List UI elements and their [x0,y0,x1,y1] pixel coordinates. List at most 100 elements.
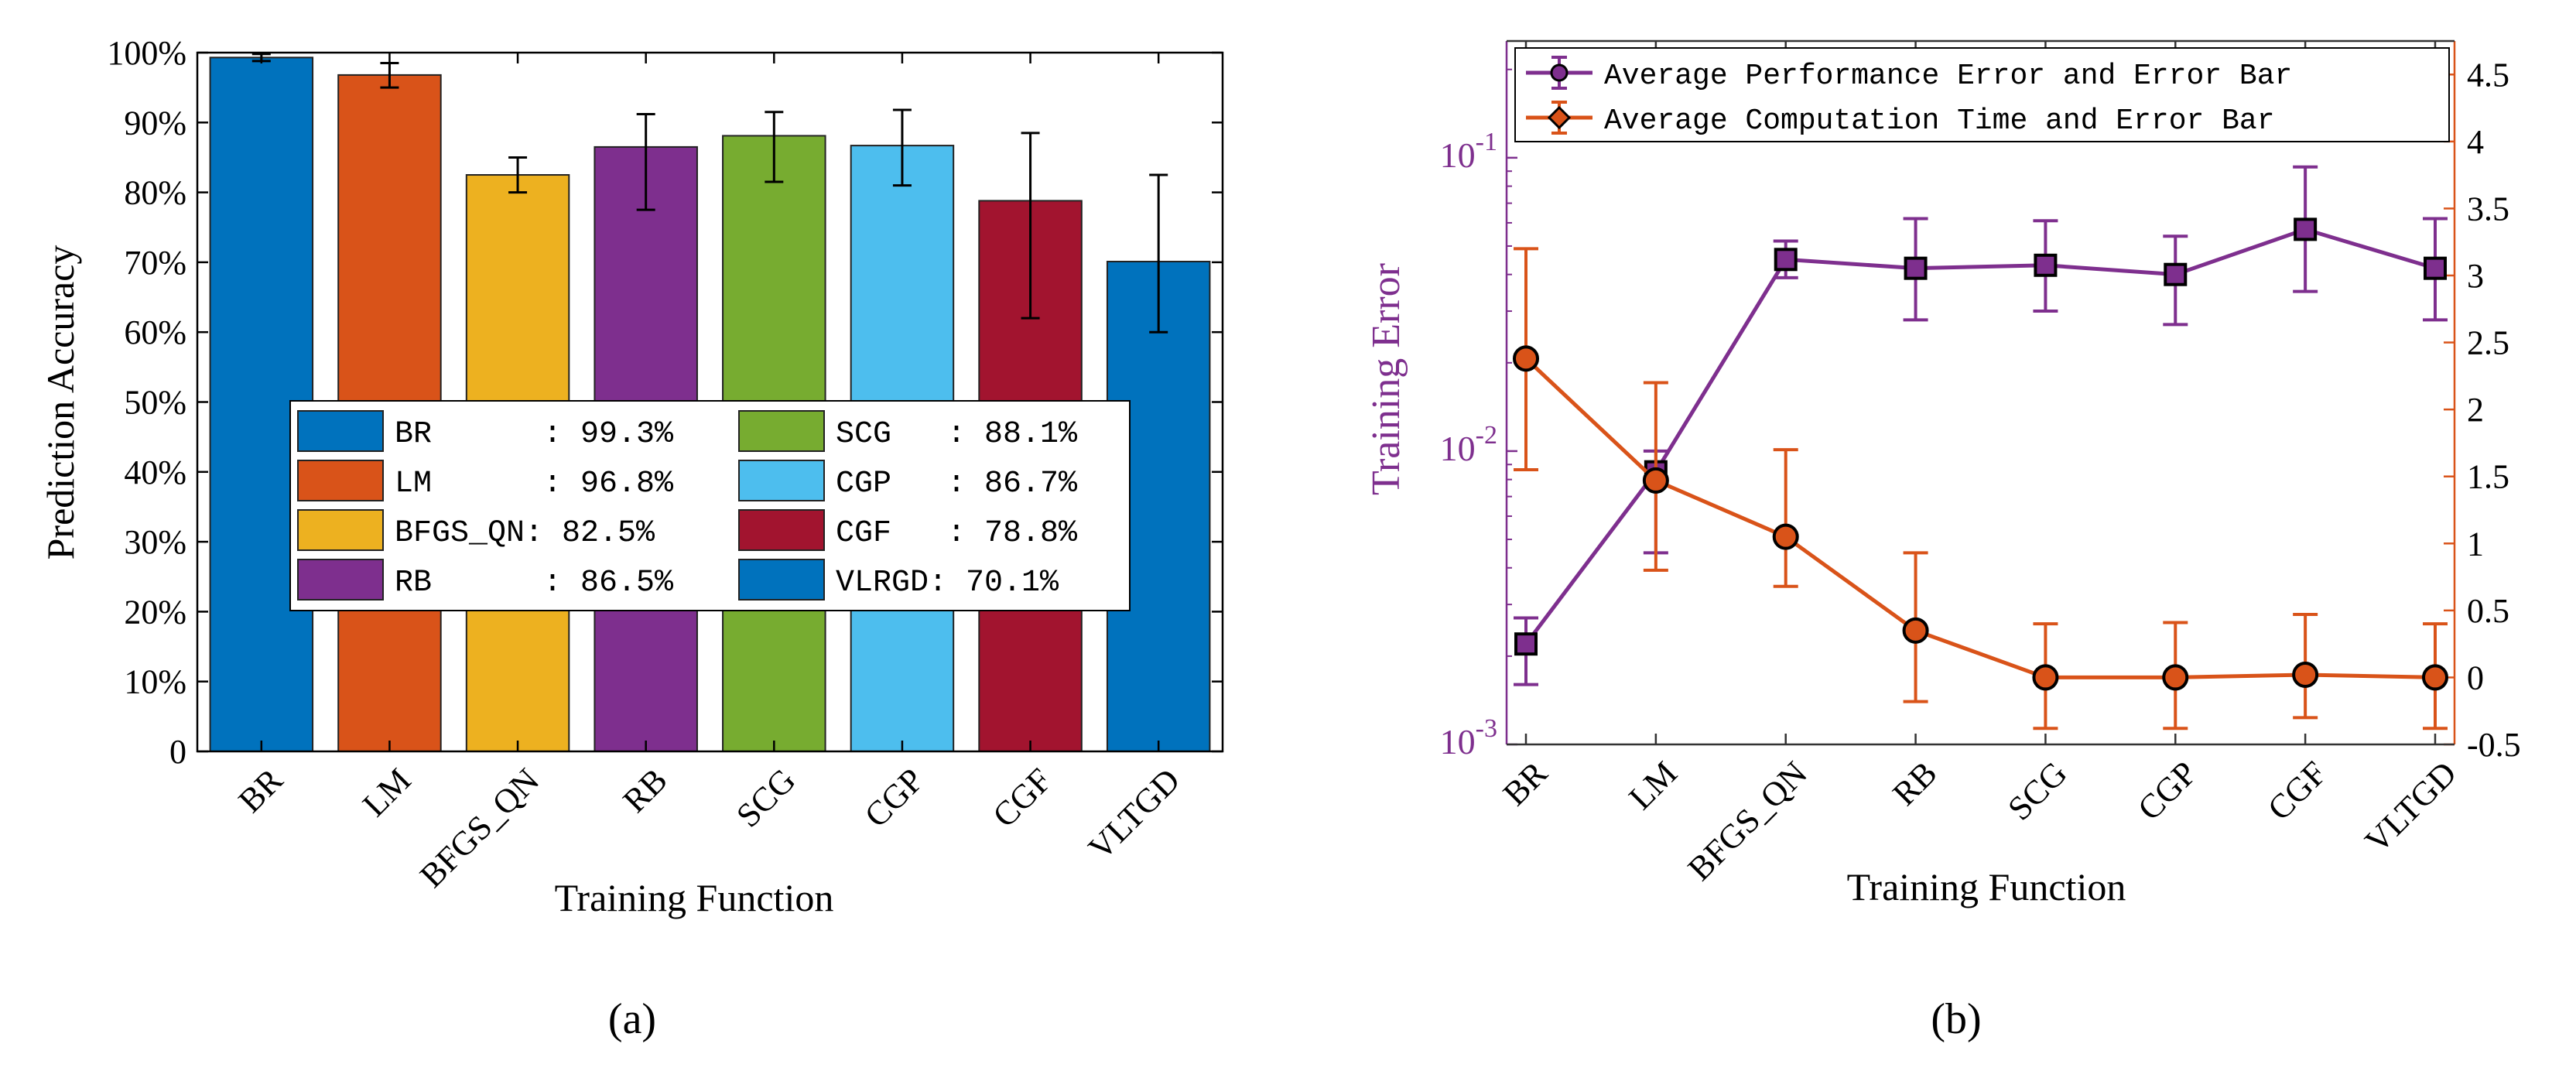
right-y-tick-label: -0.5 [2467,726,2521,764]
marker-br [1514,632,1538,656]
right-y-tick-label: 2.5 [2467,324,2509,362]
right-y-tick-label: 2 [2467,391,2484,429]
y-tick-label: 50% [124,384,186,422]
panel-b-plot-area [1507,41,2455,744]
x-tick-label-cgf: CGF [985,761,1059,834]
legend-entry-1: SCG : 88.1% [738,410,1078,452]
marker-vltgd [2422,664,2448,691]
marker-bfgs-qn [1772,523,1799,550]
y-tick-label: 20% [124,593,186,631]
x-tick-label-br: BR [231,761,291,820]
marker-br [1513,345,1539,372]
marker-rb [1902,617,1929,644]
left-y-tick-label: 10-2 [1440,421,1497,468]
legend-label: CGP : 86.7% [836,467,1078,501]
x-tick-label-lm: LM [355,761,418,823]
legend-label: SCG : 88.1% [836,417,1078,452]
marker-lm [1642,467,1669,494]
legend-entry-average-computation-time-and-error-bar: Average Computation Time and Error Bar [1526,101,2275,138]
marker-vltgd [2424,256,2447,280]
legend-entry-3: CGP : 86.7% [738,460,1078,501]
right-y-tick-label: 0 [2467,659,2484,696]
errorbar-rb [636,112,655,211]
legend-swatch [297,559,384,601]
legend-label: Average Performance Error and Error Bar [1604,60,2292,93]
marker-scg [2034,253,2058,277]
right-y-tick-label: 1 [2467,525,2484,563]
x-tick-label-br: BR [1496,754,1555,813]
right-y-tick-label: 3.5 [2467,190,2509,228]
x-tick-label-scg: SCG [729,761,802,834]
panel-a-legend-box [289,400,1131,611]
marker-bfgs-qn [1774,248,1798,272]
x-tick-label-rb: RB [1885,754,1944,813]
y-tick-label: 30% [124,523,186,561]
errorbar-vltgd [1149,173,1168,334]
legend-swatch [297,410,384,452]
legend-entry-4: BFGS_QN: 82.5% [297,509,655,551]
y-tick-label: 70% [124,244,186,282]
x-tick-label-scg: SCG [2000,754,2074,827]
marker-scg [2032,664,2059,691]
right-y-tick-label: 3 [2467,257,2484,295]
panel-a-xlabel: Training Function [555,876,834,919]
legend-swatch [738,460,825,501]
series-line [1524,357,2436,679]
panel-b-legend-box [1514,47,2450,142]
marker-cgf [2294,217,2318,241]
legend-swatch [738,509,825,551]
legend-swatch [738,559,825,601]
legend-entry-0: BR : 99.3% [297,410,674,452]
x-tick-label-rb: RB [616,761,675,820]
legend-entry-6: RB : 86.5% [297,559,674,601]
legend-entry-7: VLRGD: 70.1% [738,559,1059,601]
legend-label: BR : 99.3% [395,417,674,452]
x-tick-label-bfgs-qn: BFGS_QN [412,761,546,895]
legend-label: LM : 96.8% [395,467,674,501]
panel-b-xlabel: Training Function [1847,865,2126,908]
x-tick-label-cgp: CGP [857,761,931,834]
legend-label: RB : 86.5% [395,566,674,601]
y-tick-label: 80% [124,174,186,212]
x-tick-label-lm: LM [1622,754,1685,816]
legend-label: VLRGD: 70.1% [836,566,1059,601]
legend-swatch [738,410,825,452]
panel-b-line-chart: 10-3 10-2 10-1 -0.5 0 0.5 1 1.5 2 2.5 3 3.5 4 4.5 BR… [1364,39,2521,1043]
x-tick-label-cgp: CGP [2130,754,2204,827]
errorbar-scg [765,111,784,183]
left-y-tick-label: 10-3 [1440,714,1497,761]
x-tick-label-vltgd: VLTGD [2358,754,2464,860]
series-line [1524,227,2436,645]
y-tick-label: 40% [124,453,186,491]
panel-a-bar-chart: 010%20%30%40%50%60%70%80%90%100% BR LMBFG… [39,34,1224,1043]
legend-label: CGF : 78.8% [836,516,1078,551]
marker-cgp [2162,664,2189,691]
panel-b-label: (b) [1931,995,1981,1043]
y-tick-label: 10% [124,663,186,701]
x-tick-label-bfgs-qn: BFGS_QN [1681,754,1815,888]
legend-entry-5: CGF : 78.8% [738,509,1078,551]
y-tick-label: 60% [124,313,186,351]
right-y-tick-label: 4.5 [2467,56,2509,94]
series-average-performance-error-and-error-bar [1514,165,2448,686]
x-tick-label-vltgd: VLTGD [1081,761,1187,867]
right-y-tick-label: 4 [2467,123,2484,161]
errorbar-bfgs-qn [508,156,528,194]
panel-a-ylabel: Prediction Accuracy [39,245,82,560]
marker-cgf [2292,661,2319,688]
marker-rb [1904,256,1928,280]
left-y-tick-label: 10-1 [1440,128,1497,175]
errorbar-cgf [1021,132,1040,320]
y-tick-label: 100% [107,34,186,72]
legend-swatch [297,460,384,501]
legend-entry-2: LM : 96.8% [297,460,674,501]
panel-a-label: (a) [608,995,656,1043]
legend-label: Average Computation Time and Error Bar [1604,104,2275,138]
marker-cgp [2164,262,2188,286]
errorbar-point-bfgs-qn [1773,448,1798,588]
y-tick-label: 90% [124,104,186,142]
x-tick-label-cgf: CGF [2260,754,2334,827]
panel-b-ylabel: Training Error [1364,263,1408,495]
legend-label: BFGS_QN: 82.5% [395,516,655,551]
